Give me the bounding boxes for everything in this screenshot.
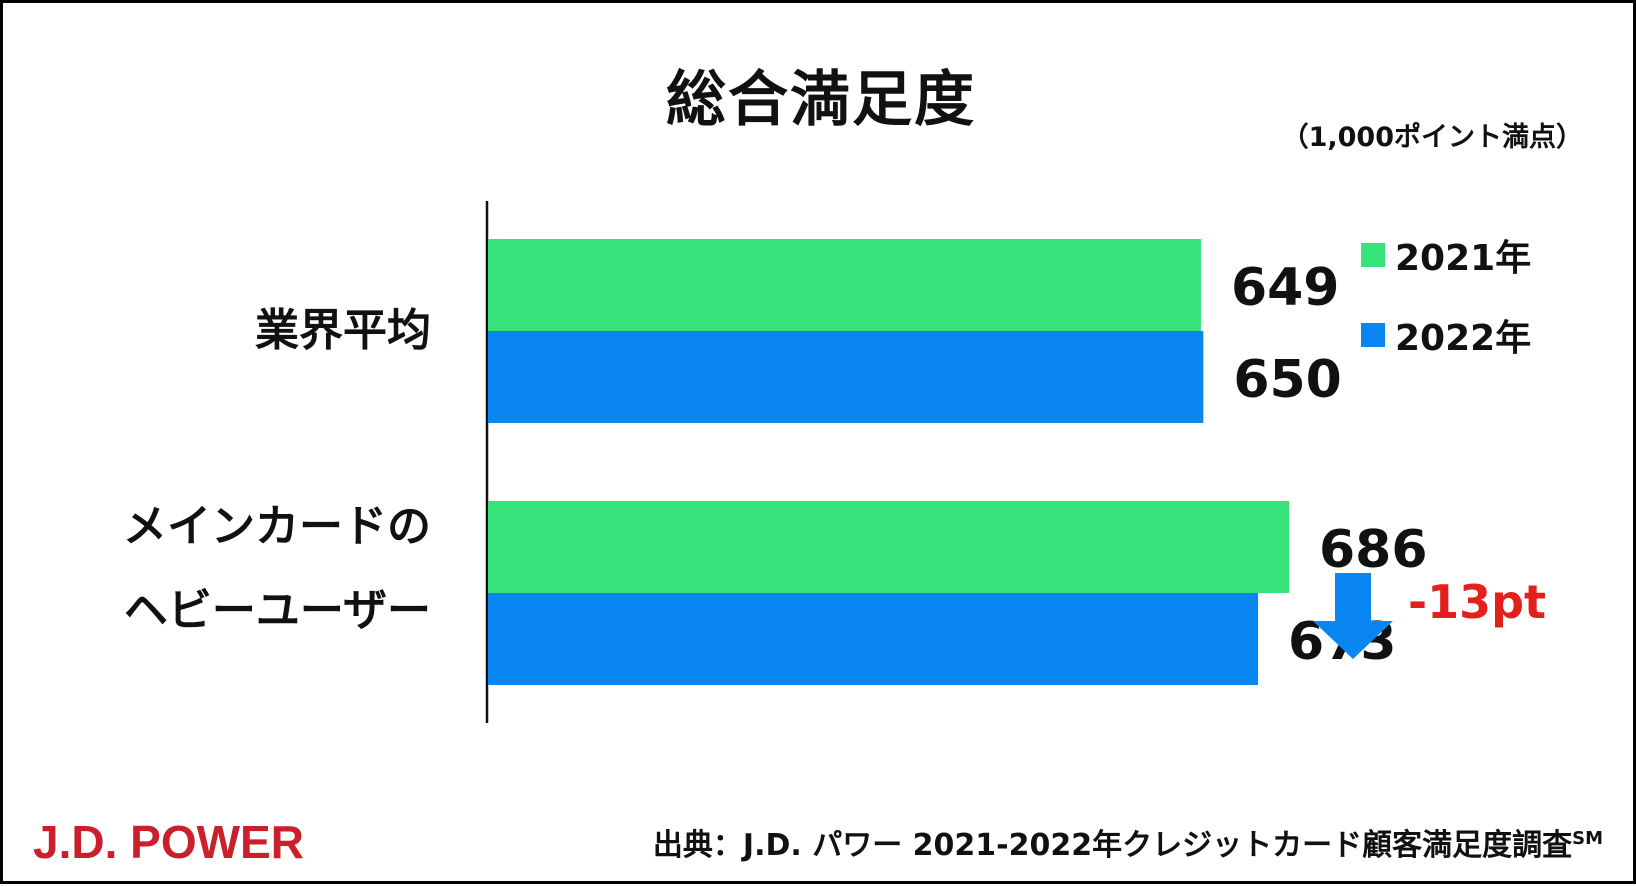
category-label-line: メインカードの: [123, 501, 431, 552]
legend-label-2021: 2021年: [1395, 238, 1532, 279]
legend: 2021年 2022年: [1361, 215, 1531, 375]
legend-item-2021: 2021年: [1361, 215, 1531, 295]
category-label-line: 業界平均: [255, 305, 431, 356]
bar-industry-average-2022: [488, 331, 1204, 423]
bar-main-card-heavy-users-2021: [488, 501, 1289, 593]
legend-swatch-2022: [1361, 323, 1385, 347]
source-note: 出典：J.D. パワー 2021-2022年クレジットカード顧客満足度調査SM: [653, 820, 1603, 864]
category-label-main-card-heavy-users: メインカードの ヘビーユーザー: [123, 485, 431, 653]
category-label-industry-average: 業界平均: [255, 289, 431, 373]
jd-power-logo: J.D. POWER: [33, 816, 304, 868]
unit-note: （1,000ポイント満点）: [1281, 122, 1583, 153]
data-label: 650: [1233, 350, 1342, 410]
bar-chart: 649650686673: [485, 201, 1428, 723]
delta-annotation: -13pt: [1408, 575, 1547, 629]
legend-label-2022: 2022年: [1395, 318, 1532, 359]
data-label: 686: [1319, 520, 1428, 580]
chart-title: 総合満足度: [666, 65, 976, 135]
source-superscript: SM: [1572, 828, 1603, 849]
legend-swatch-2021: [1361, 243, 1385, 267]
data-label: 649: [1231, 258, 1340, 318]
source-text: 出典：J.D. パワー 2021-2022年クレジットカード顧客満足度調査: [652, 828, 1573, 863]
down-arrow-icon: [1313, 573, 1393, 659]
legend-item-2022: 2022年: [1361, 295, 1531, 375]
bar-industry-average-2021: [488, 239, 1201, 331]
bar-main-card-heavy-users-2022: [488, 593, 1259, 685]
category-label-line: ヘビーユーザー: [123, 585, 431, 636]
